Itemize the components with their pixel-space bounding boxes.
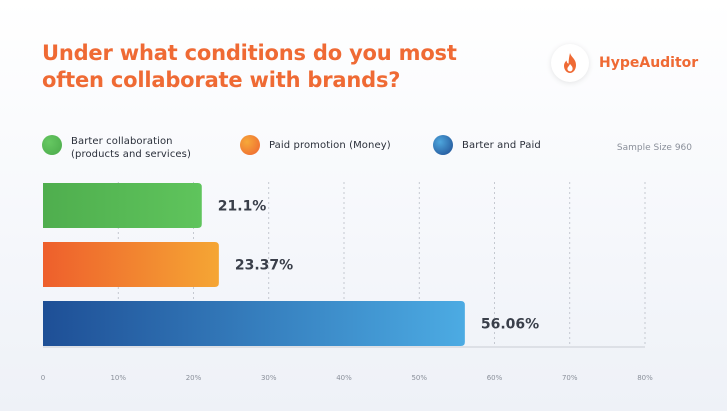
bar-barter — [43, 183, 202, 228]
bar-paid — [43, 242, 219, 287]
x-tick-label: 50% — [411, 374, 427, 382]
x-tick-label: 0 — [41, 374, 45, 382]
x-tick-label: 60% — [487, 374, 503, 382]
legend-label-barter-and-paid: Barter and Paid — [462, 140, 541, 151]
bar-barter-and-paid — [43, 301, 465, 346]
legend-swatch-paid — [240, 135, 260, 155]
legend-item-barter: Barter collaboration (products and servi… — [42, 135, 211, 161]
legend-swatch-barter — [42, 135, 62, 155]
bar-value-label: 21.1% — [218, 199, 267, 215]
x-tick-label: 10% — [110, 374, 126, 382]
flame-icon — [551, 44, 589, 82]
chart-legend: Barter collaboration (products and servi… — [42, 135, 692, 165]
page-title: Under what conditions do you most often … — [42, 41, 457, 92]
x-tick-label: 70% — [562, 374, 578, 382]
legend-swatch-barter-and-paid — [433, 135, 453, 155]
brand-name: HypeAuditor — [599, 55, 699, 71]
legend-label-barter: Barter collaboration (products and servi… — [71, 136, 191, 160]
legend-label-paid: Paid promotion (Money) — [269, 140, 391, 151]
bar-value-label: 56.06% — [481, 317, 539, 333]
x-tick-label: 80% — [637, 374, 653, 382]
sample-size-label: Sample Size 960 — [616, 143, 692, 153]
x-tick-label: 30% — [261, 374, 277, 382]
legend-item-barter-and-paid: Barter and Paid — [433, 135, 541, 155]
x-tick-label: 40% — [336, 374, 352, 382]
legend-item-paid: Paid promotion (Money) — [240, 135, 391, 155]
bar-value-label: 23.37% — [235, 258, 293, 274]
x-tick-label: 20% — [186, 374, 202, 382]
brand-logo: HypeAuditor — [551, 44, 698, 82]
